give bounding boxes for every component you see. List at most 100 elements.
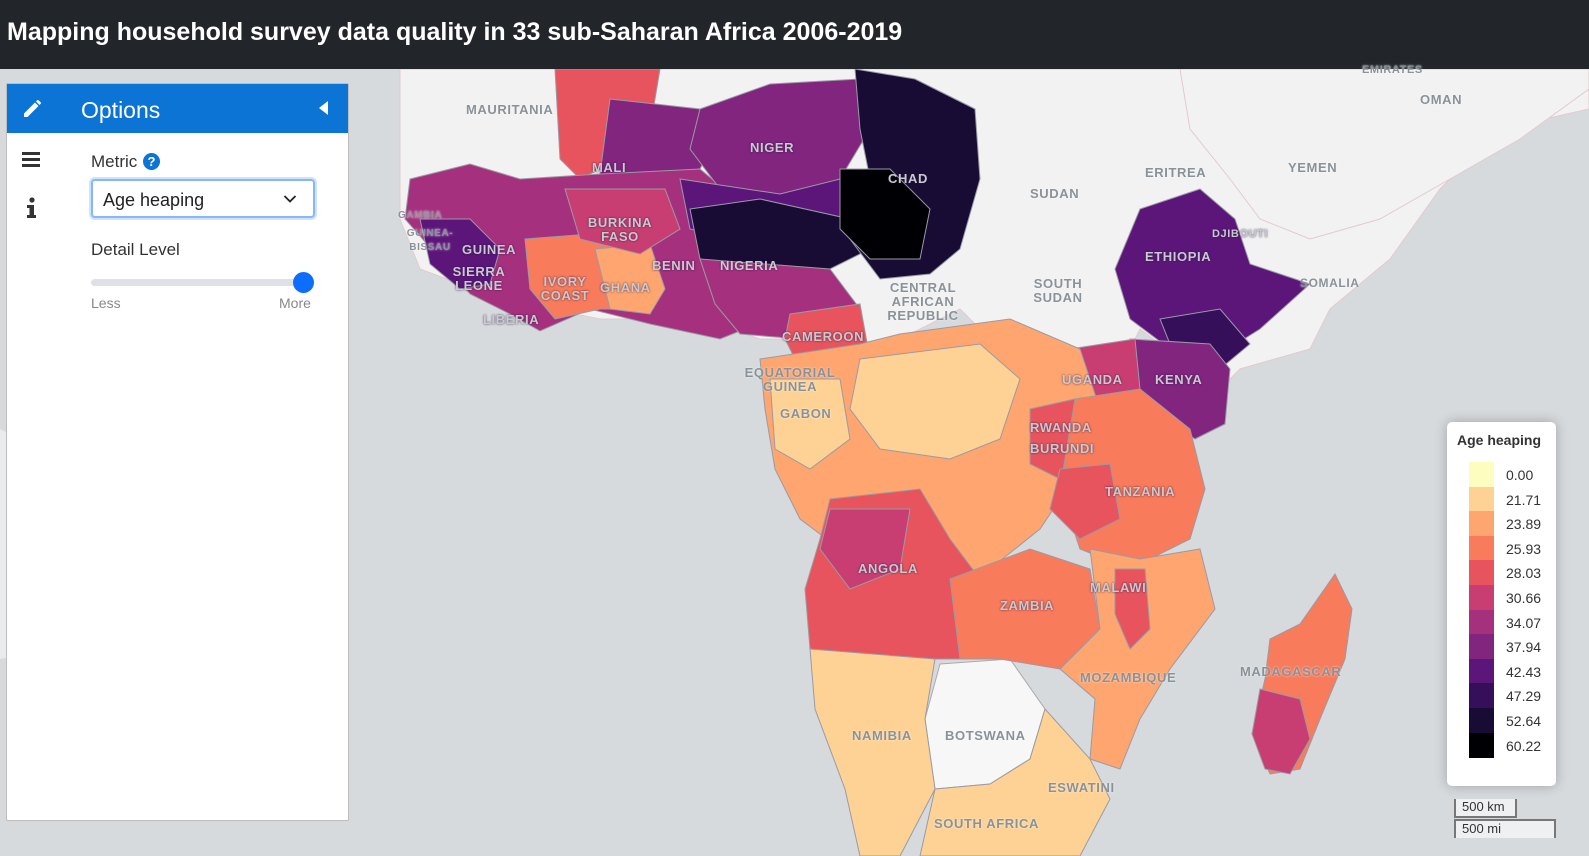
page-title: Mapping household survey data quality in… [7, 18, 903, 46]
legend-value: 28.03 [1506, 565, 1542, 582]
label-chad: CHAD [888, 171, 928, 186]
legend-item: 42.43 [1469, 658, 1549, 684]
legend-swatch [1469, 609, 1494, 635]
label-gambia: GAMBIA [398, 210, 443, 221]
label-somalia: SOMALIA [1300, 276, 1360, 290]
detail-level-label: Detail Level [91, 240, 180, 259]
region-drc-north [849, 343, 1021, 460]
legend-item: 30.66 [1469, 585, 1549, 610]
label-djibouti: DJIBOUTI [1212, 228, 1269, 240]
metric-select[interactable]: Age heaping [91, 179, 315, 218]
region-tanzania-west [1049, 463, 1121, 540]
legend-swatch [1469, 535, 1494, 561]
region-namibia [809, 648, 936, 856]
label-mali: MALI [592, 160, 627, 175]
region-guinea [419, 218, 501, 290]
metric-label: Metric [91, 152, 138, 171]
label-burkina-faso: BURKINA FASO [587, 215, 653, 244]
pencil-icon[interactable] [21, 96, 45, 120]
detail-level-slider-thumb[interactable] [293, 272, 314, 293]
legend-value: 42.43 [1506, 663, 1542, 680]
label-liberia: LIBERIA [483, 312, 540, 327]
label-madagascar: MADAGASCAR [1240, 664, 1342, 679]
arabian-peninsula [1179, 69, 1589, 240]
caret-left-icon[interactable] [319, 101, 328, 115]
region-madagascar-south [1251, 688, 1311, 775]
legend-item: 52.64 [1469, 708, 1549, 733]
label-angola: ANGOLA [858, 561, 918, 576]
label-yemen: YEMEN [1288, 160, 1338, 175]
slider-min-label: Less [91, 295, 121, 311]
label-kenya: KENYA [1155, 372, 1203, 387]
legend-swatch [1469, 708, 1494, 733]
legend-value: 21.71 [1506, 491, 1542, 508]
legend-item: 28.03 [1469, 560, 1549, 586]
region-malawi [1114, 568, 1151, 650]
label-sierra-leone: SIERRA LEONE [452, 264, 506, 293]
label-emirates: EMIRATES [1362, 64, 1423, 76]
legend-title: Age heaping [1457, 432, 1542, 448]
scale-bar-km: 500 km [1454, 799, 1517, 818]
label-mozambique: MOZAMBIQUE [1080, 670, 1177, 685]
label-guinea-bissau: GUINEA-BISSAU [406, 228, 454, 253]
legend-swatch [1469, 732, 1494, 758]
label-cameroon: CAMEROON [782, 329, 865, 344]
label-ghana: GHANA [600, 280, 651, 295]
label-niger: NIGER [750, 140, 795, 155]
label-central-african-republic: CENTRAL AFRICAN REPUBLIC [887, 280, 959, 323]
label-south-sudan: SOUTH SUDAN [1033, 276, 1083, 305]
region-chad-south [839, 168, 931, 260]
label-nigeria: NIGERIA [720, 258, 779, 273]
sidebar-header: Options [7, 84, 348, 133]
legend-item: 37.94 [1469, 634, 1549, 660]
label-ivory-coast: IVORY COAST [540, 274, 590, 303]
sidebar-title: Options [81, 97, 161, 123]
chevron-down-icon [283, 195, 297, 203]
legend-swatch [1469, 511, 1494, 537]
legend-swatch [1469, 486, 1494, 512]
info-icon[interactable] [25, 197, 37, 219]
label-uganda: UGANDA [1062, 372, 1123, 387]
legend-item: 23.89 [1469, 511, 1549, 537]
label-burundi: BURUNDI [1030, 441, 1095, 456]
label-eritrea: ERITREA [1145, 165, 1207, 180]
app-header: Mapping household survey data quality in… [0, 0, 1589, 69]
legend-swatch [1469, 585, 1494, 610]
region-burkina [564, 188, 681, 255]
metric-select-value: Age heaping [103, 190, 205, 210]
legend-value: 47.29 [1506, 688, 1542, 705]
detail-level-slider-track[interactable] [91, 279, 305, 286]
label-sudan: SUDAN [1030, 186, 1080, 201]
legend-item: 60.22 [1469, 732, 1549, 758]
legend-item: 34.07 [1469, 609, 1549, 635]
legend-value: 60.22 [1506, 737, 1542, 754]
legend-value: 23.89 [1506, 516, 1542, 533]
legend-item: 25.93 [1469, 535, 1549, 561]
legend-item: 0.00 [1469, 462, 1549, 487]
legend-value: 25.93 [1506, 540, 1542, 557]
label-south-africa: SOUTH AFRICA [934, 816, 1039, 831]
label-malawi: MALAWI [1090, 580, 1147, 595]
label-guinea: GUINEA [462, 242, 517, 257]
options-sidebar: Options Metric ? Age heaping Detail Leve… [6, 83, 349, 821]
region-angola-north [819, 508, 911, 590]
region-gabon [769, 378, 851, 470]
label-ethiopia: ETHIOPIA [1145, 249, 1212, 264]
region-south-africa [919, 708, 1111, 856]
label-namibia: NAMIBIA [852, 728, 912, 743]
label-botswana: BOTSWANA [945, 728, 1026, 743]
label-oman: OMAN [1420, 92, 1463, 107]
slider-max-label: More [279, 295, 311, 311]
region-ethiopia [1114, 188, 1311, 355]
map-legend: Age heaping 0.00 21.71 23.89 25.93 28.03 30.6… [1447, 422, 1556, 786]
label-mauritania: MAURITANIA [466, 102, 554, 117]
menu-icon[interactable] [22, 152, 42, 168]
legend-swatch [1469, 462, 1494, 487]
label-zambia: ZAMBIA [1000, 598, 1055, 613]
label-benin: BENIN [652, 258, 696, 273]
label-equatorial-guinea: EQUATORIAL GUINEA [744, 365, 836, 394]
label-tanzania: TANZANIA [1105, 484, 1176, 499]
legend-swatch [1469, 658, 1494, 684]
question-circle-icon[interactable]: ? [143, 153, 160, 170]
label-rwanda: RWANDA [1030, 420, 1092, 435]
